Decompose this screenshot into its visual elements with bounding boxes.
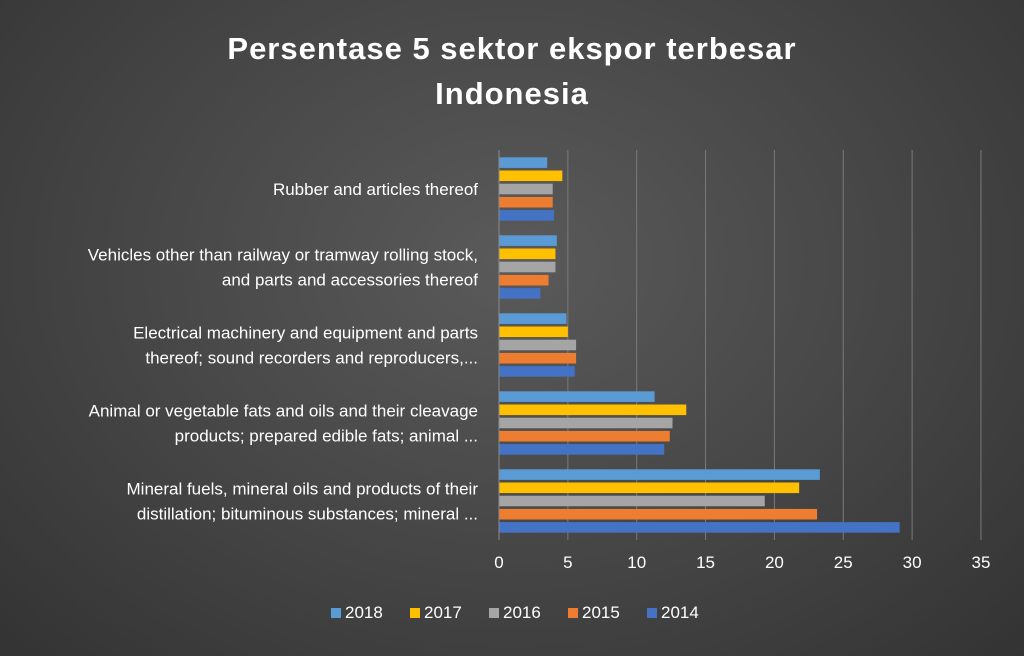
category-labels: Mineral fuels, mineral oils and products… [88,180,479,524]
bar-2018-cat-4 [499,157,548,168]
category-label: products; prepared edible fats; animal .… [175,427,478,446]
category-label: thereof; sound recorders and reproducers… [145,349,478,368]
bar-2014-cat-4 [499,210,555,221]
legend-label-2015: 2015 [582,603,620,622]
bar-2015-cat-2 [499,352,577,364]
bar-2015-cat-3 [499,274,549,286]
bar-2015-cat-0 [499,508,818,520]
legend-label-2018: 2018 [345,603,383,622]
bars [499,157,900,533]
bar-2015-cat-4 [499,196,553,208]
bar-2017-cat-2 [499,326,568,338]
bar-2018-cat-3 [499,235,557,246]
chart-title: Persentase 5 sektor ekspor terbesar Indo… [227,31,797,111]
category-label: Animal or vegetable fats and oils and th… [89,402,478,421]
x-tick-label: 10 [627,553,646,572]
x-tick-label: 25 [834,553,853,572]
bar-2016-cat-1 [499,417,673,429]
bar-2014-cat-0 [499,522,900,533]
legend-swatch-2014 [647,608,657,618]
x-tick-label: 5 [563,553,572,572]
bar-2018-cat-1 [499,391,655,402]
bar-2018-cat-2 [499,313,567,324]
bar-2015-cat-1 [499,430,670,442]
category-label: Rubber and articles thereof [273,180,478,199]
bar-2016-cat-0 [499,495,765,507]
legend: 2018 2017 2016 2015 2014 [331,603,699,622]
bar-2017-cat-1 [499,404,687,416]
gridlines [567,150,982,540]
legend-swatch-2015 [568,608,578,618]
bar-2016-cat-3 [499,261,556,273]
x-tick-label: 20 [765,553,784,572]
category-label: Electrical machinery and equipment and p… [133,324,478,343]
bar-2017-cat-0 [499,482,800,494]
x-tick-labels: 0 5 10 15 20 25 30 35 [494,553,990,572]
category-label: and parts and accessories thereof [222,271,478,290]
legend-label-2017: 2017 [424,603,462,622]
bar-2018-cat-0 [499,469,820,480]
bar-2017-cat-3 [499,248,556,260]
x-tick-label: 35 [971,553,990,572]
legend-label-2014: 2014 [661,603,699,622]
legend-swatch-2016 [489,608,499,618]
legend-swatch-2017 [410,608,420,618]
legend-swatch-2018 [331,608,341,618]
bar-2014-cat-1 [499,444,665,455]
bar-2016-cat-2 [499,339,577,351]
category-label: distillation; bituminous substances; min… [137,505,478,524]
bar-2017-cat-4 [499,170,563,182]
bar-2014-cat-2 [499,366,575,377]
category-label: Vehicles other than railway or tramway r… [88,246,478,265]
x-tick-label: 15 [696,553,715,572]
bar-2016-cat-4 [499,183,553,195]
x-tick-label: 0 [494,553,503,572]
legend-label-2016: 2016 [503,603,541,622]
x-tick-label: 30 [903,553,922,572]
category-label: Mineral fuels, mineral oils and products… [127,480,479,499]
bar-2014-cat-3 [499,288,541,299]
